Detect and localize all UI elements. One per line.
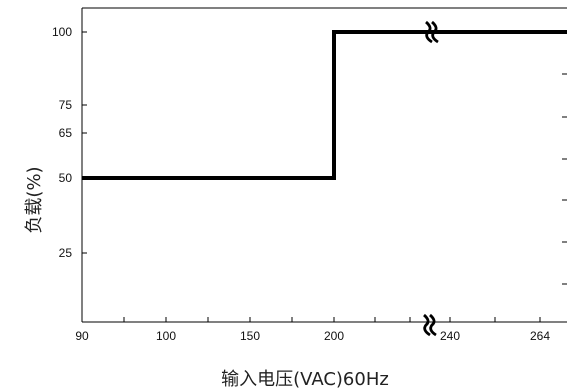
x-tick-label: 264 xyxy=(530,329,550,343)
y-tick-label: 65 xyxy=(59,126,73,140)
y-axis-title: 负载(%) xyxy=(24,166,45,233)
series-group xyxy=(82,30,567,180)
y-tick-label: 50 xyxy=(59,171,73,185)
x-tick-label: 100 xyxy=(156,329,176,343)
x-axis-title: 输入电压(VAC)60Hz xyxy=(221,369,389,390)
x-tick-label: 150 xyxy=(240,329,260,343)
axis-break-mark xyxy=(425,20,439,44)
y-tick-label: 75 xyxy=(59,98,73,112)
right-edge-ticks xyxy=(562,73,567,285)
y-tick-label: 100 xyxy=(52,25,72,39)
x-ticks: 90 100 150 200 240 264 xyxy=(75,317,550,343)
x-tick-label: 200 xyxy=(324,329,344,343)
axis-break-marks xyxy=(423,20,439,337)
x-tick-label: 90 xyxy=(75,329,89,343)
axis-break-mark xyxy=(423,313,437,337)
y-tick-label: 25 xyxy=(59,246,73,260)
series-line xyxy=(82,30,567,180)
x-tick-label: 240 xyxy=(440,329,460,343)
